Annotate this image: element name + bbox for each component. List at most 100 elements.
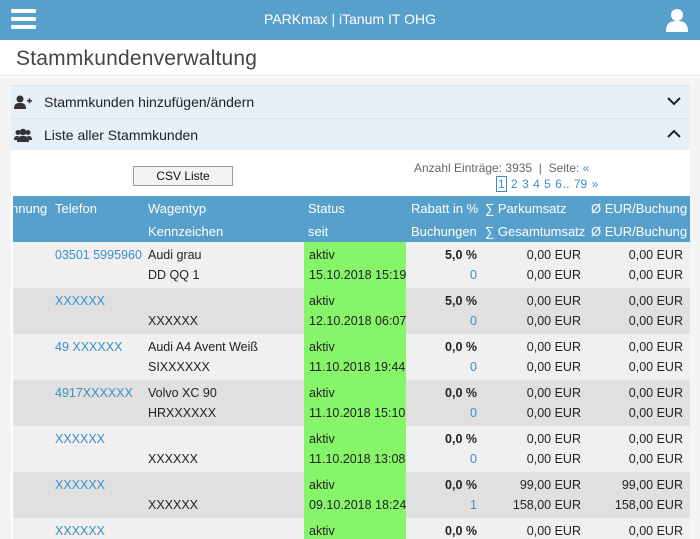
column-header-status[interactable]: Status [308,201,345,216]
status-text: aktiv [309,432,335,446]
column-header-avg-per-booking[interactable]: Ø EUR/Buchung [591,201,688,216]
active-since: 15.10.2018 15:19 [309,268,407,282]
bookings-count[interactable]: 0 [470,452,477,466]
license-plate: SIXXXXXX [148,360,210,374]
status-cell [304,288,406,334]
table-row[interactable]: 4917XXXXXX Volvo XC 90 HRXXXXXX aktiv 11.10.… [13,380,690,426]
avg-per-booking-total: 0,00 EUR [628,360,683,374]
table-row[interactable]: 49 XXXXXX Audi A4 Avent Weiß SIXXXXXX aktiv… [13,334,690,380]
csv-list-button[interactable]: CSV Liste [133,166,233,186]
chevron-down-icon [667,97,681,106]
avg-per-booking-total: 0,00 EUR [628,452,683,466]
page-header: Stammkundenverwaltung [0,40,700,76]
column-header-name[interactable]: nnung [11,201,48,216]
column-header-plate[interactable]: Kennzeichen [148,224,224,239]
users-icon [14,128,32,142]
pager-page[interactable]: 6 [555,177,562,191]
pager-page[interactable]: 3 [522,177,529,191]
pager-page[interactable]: 2 [511,177,518,191]
phone-link[interactable]: XXXXXX [55,478,106,492]
accordion-add-edit-customers[interactable]: Stammkunden hinzufügen/ändern [11,85,690,117]
phone-link[interactable]: 03501 5995960 [55,248,142,262]
license-plate: HRXXXXXX [148,406,217,420]
table-row[interactable]: 03501 5995960 Audi grau DD QQ 1 aktiv 15.10.… [13,242,690,288]
bookings-count[interactable]: 0 [470,360,477,374]
status-text: aktiv [309,248,335,262]
phone-link[interactable]: XXXXXX [55,524,106,538]
column-header-since[interactable]: seit [308,224,329,239]
bookings-count[interactable]: 0 [470,406,477,420]
pager-next[interactable]: » [591,177,599,191]
pager-prev[interactable]: « [582,161,590,175]
status-text: aktiv [309,294,335,308]
avg-per-booking: 99,00 EUR [621,478,683,492]
avg-per-booking-total: 0,00 EUR [628,314,683,328]
user-icon[interactable] [666,8,688,32]
pager-page-current[interactable]: 1 [496,176,507,192]
total-sum: 0,00 EUR [526,314,581,328]
pager-page[interactable]: 5 [544,177,551,191]
column-header-discount[interactable]: Rabatt in % [411,201,479,216]
status-cell [304,380,406,426]
column-header-total-sum[interactable]: ∑ Gesamtumsatz [485,224,586,239]
page-title: Stammkundenverwaltung [16,47,258,70]
license-plate: DD QQ 1 [148,268,200,282]
status-text: aktiv [309,340,335,354]
discount-value: 5,0 % [445,294,477,308]
total-sum: 0,00 EUR [526,360,581,374]
avg-per-booking: 0,00 EUR [628,524,683,538]
accordion-label: Liste aller Stammkunden [44,127,199,143]
top-bar: PARKmax | iTanum IT OHG [0,0,700,40]
menu-icon[interactable] [11,9,36,30]
discount-value: 0,0 % [445,386,477,400]
table-header: nnung Telefon Wagentyp Status Rabatt in … [11,196,690,242]
discount-value: 0,0 % [445,524,477,538]
column-header-bookings[interactable]: Buchungen [411,224,477,239]
pager-page[interactable]: 4 [533,177,540,191]
entries-label: Anzahl Einträge: [414,161,503,175]
phone-link[interactable]: 4917XXXXXX [55,386,133,400]
avg-per-booking: 0,00 EUR [628,386,683,400]
column-header-park-sum[interactable]: ∑ Parkumsatz [485,201,567,216]
accordion-customer-list[interactable]: Liste aller Stammkunden [11,118,690,150]
pager-page-last[interactable]: 79 [573,177,588,191]
pager-dots: .. [562,177,570,191]
column-header-phone[interactable]: Telefon [55,201,97,216]
table-row[interactable]: XXXXXX XXXXXX aktiv 09.10.2018 18:24 0,0 % 1 9… [13,472,690,518]
phone-link[interactable]: XXXXXX [55,432,106,446]
entries-info: Anzahl Einträge: 3935 | Seite: « [414,161,589,175]
park-sum: 99,00 EUR [519,478,581,492]
park-sum: 0,00 EUR [526,386,581,400]
total-sum: 0,00 EUR [526,406,581,420]
page-label: Seite: [548,161,580,175]
phone-link[interactable]: 49 XXXXXX [55,340,123,354]
discount-value: 0,0 % [445,432,477,446]
avg-per-booking: 0,00 EUR [628,248,683,262]
table-row[interactable]: XXXXXX aktiv 0,0 % 0,00 EUR 0,00 EUR [13,518,690,539]
column-header-car-type[interactable]: Wagentyp [148,201,207,216]
active-since: 11.10.2018 13:08 [309,452,406,466]
phone-link[interactable]: XXXXXX [55,294,106,308]
car-type: Volvo XC 90 [148,386,217,400]
total-sum: 158,00 EUR [512,498,581,512]
park-sum: 0,00 EUR [526,248,581,262]
table-row[interactable]: XXXXXX XXXXXX aktiv 12.10.2018 06:07 5,0 % 0 0… [13,288,690,334]
license-plate: XXXXXX [148,498,199,512]
avg-per-booking-total: 0,00 EUR [628,268,683,282]
avg-per-booking-total: 0,00 EUR [628,406,683,420]
total-sum: 0,00 EUR [526,452,581,466]
bookings-count[interactable]: 0 [470,268,477,282]
park-sum: 0,00 EUR [526,524,581,538]
status-text: aktiv [309,524,335,538]
avg-per-booking: 0,00 EUR [628,340,683,354]
bookings-count[interactable]: 0 [470,314,477,328]
table-row[interactable]: XXXXXX XXXXXX aktiv 11.10.2018 13:08 0,0 % 0 0… [13,426,690,472]
avg-per-booking: 0,00 EUR [628,432,683,446]
car-type: Audi grau [148,248,202,262]
user-plus-icon [14,95,32,109]
column-header-avg-per-booking-total[interactable]: Ø EUR/Buchung [591,224,688,239]
active-since: 09.10.2018 18:24 [309,498,407,512]
bookings-count[interactable]: 1 [470,498,477,512]
avg-per-booking: 0,00 EUR [628,294,683,308]
status-cell [304,242,406,288]
